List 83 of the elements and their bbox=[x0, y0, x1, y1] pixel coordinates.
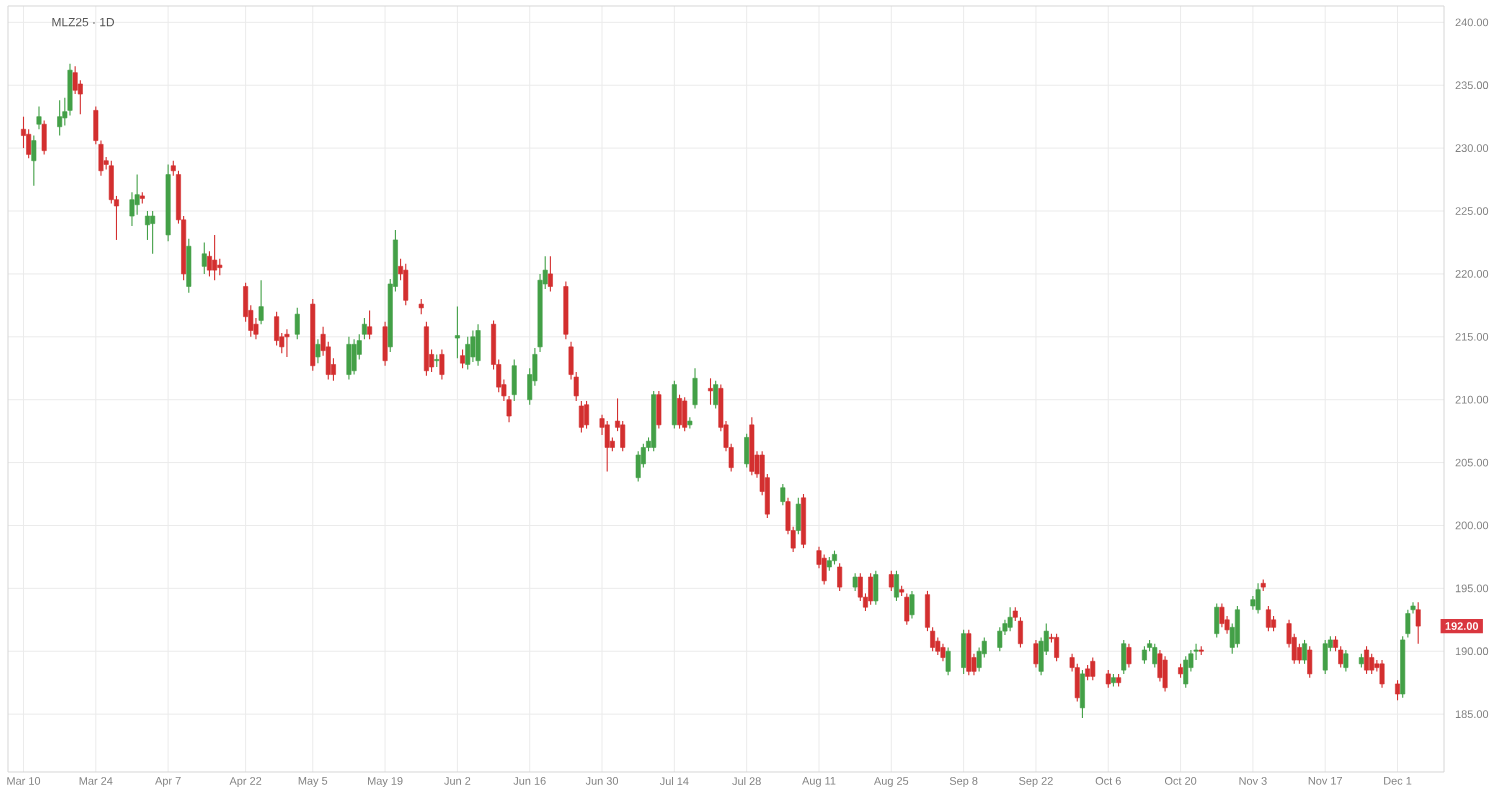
candlestick bbox=[966, 629, 972, 676]
candlestick bbox=[1219, 602, 1225, 628]
candlestick bbox=[744, 433, 750, 469]
candlestick bbox=[41, 119, 47, 155]
candlestick bbox=[873, 570, 879, 606]
candlestick bbox=[1183, 655, 1189, 689]
candlestick bbox=[708, 377, 713, 406]
candlestick bbox=[351, 338, 357, 376]
candlestick bbox=[547, 255, 553, 293]
candlestick bbox=[1265, 605, 1271, 632]
candlestick bbox=[186, 238, 192, 294]
candlestick bbox=[465, 336, 471, 371]
candlestick bbox=[961, 629, 967, 675]
candlestick bbox=[470, 329, 476, 363]
candlestick bbox=[1395, 679, 1400, 701]
candlestick bbox=[1090, 656, 1096, 681]
candlestick bbox=[403, 263, 409, 306]
candlestick bbox=[1126, 643, 1132, 669]
candlestick bbox=[837, 562, 843, 592]
candlestick bbox=[682, 396, 688, 432]
candlestick bbox=[563, 280, 569, 340]
candlestick bbox=[1296, 643, 1302, 665]
candlestick bbox=[677, 394, 682, 430]
candlestick bbox=[460, 348, 466, 369]
candlestick bbox=[1152, 643, 1158, 669]
candlestick bbox=[150, 210, 156, 255]
candlestick bbox=[904, 592, 910, 626]
candlestick bbox=[258, 279, 264, 325]
candlestick bbox=[868, 572, 874, 606]
candlestick bbox=[894, 570, 899, 602]
candlestick bbox=[821, 553, 827, 586]
candlestick bbox=[578, 400, 584, 433]
candlestick bbox=[997, 626, 1003, 652]
candlestick bbox=[212, 234, 218, 281]
candlestick bbox=[1322, 639, 1328, 675]
candlestick bbox=[1415, 601, 1421, 645]
candlestick bbox=[1405, 609, 1411, 638]
candlestick bbox=[36, 106, 42, 130]
candlestick bbox=[1121, 639, 1127, 675]
candlestick bbox=[801, 493, 806, 549]
candlestick bbox=[1214, 602, 1220, 638]
candlestick bbox=[1302, 639, 1308, 665]
candlestick bbox=[274, 311, 280, 347]
candlestick bbox=[31, 135, 37, 187]
candlestick bbox=[1379, 659, 1385, 689]
candlestick bbox=[888, 570, 894, 592]
candlestick bbox=[201, 241, 207, 275]
candlestick bbox=[423, 321, 429, 377]
candlestick bbox=[584, 400, 590, 430]
candlestick bbox=[1007, 606, 1013, 632]
candlestick bbox=[1079, 669, 1085, 719]
candlestick bbox=[1234, 605, 1240, 649]
candlestick bbox=[57, 99, 63, 137]
candlestick bbox=[454, 306, 460, 359]
candlestick bbox=[945, 646, 951, 676]
candlestick bbox=[635, 450, 641, 482]
candlestick bbox=[346, 336, 352, 381]
candlestick bbox=[1033, 639, 1039, 669]
candlestick bbox=[687, 416, 693, 430]
candlestick bbox=[367, 309, 373, 340]
candlestick bbox=[692, 367, 698, 410]
candlestick bbox=[382, 321, 388, 367]
candlestick bbox=[1162, 655, 1168, 693]
candlestick bbox=[315, 338, 321, 364]
candlestick bbox=[1364, 645, 1369, 675]
candlestick bbox=[1307, 645, 1313, 679]
candlestick bbox=[749, 416, 755, 476]
candlestick bbox=[511, 358, 517, 402]
candlestick bbox=[656, 390, 662, 430]
candlestick bbox=[1343, 649, 1349, 672]
candlestick bbox=[604, 420, 610, 472]
candlestick bbox=[909, 590, 915, 620]
candlestick bbox=[475, 323, 481, 367]
candlestick bbox=[713, 380, 719, 410]
candlestick bbox=[1054, 633, 1060, 662]
candlestick bbox=[780, 483, 786, 506]
candlestick bbox=[1255, 582, 1261, 615]
candlestick bbox=[795, 497, 801, 535]
candlestick bbox=[671, 380, 677, 430]
candlestick bbox=[284, 328, 290, 358]
candlestick bbox=[1369, 653, 1375, 675]
candlestick bbox=[294, 307, 300, 340]
candlestick bbox=[439, 348, 445, 381]
